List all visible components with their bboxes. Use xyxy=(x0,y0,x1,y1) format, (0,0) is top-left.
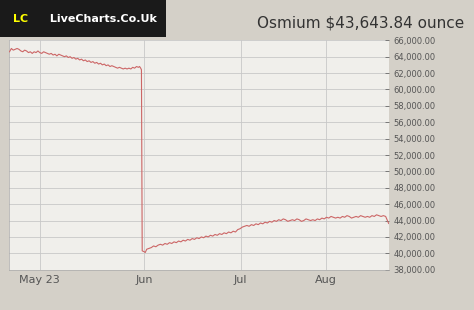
Text: LiveCharts.Co.Uk: LiveCharts.Co.Uk xyxy=(46,14,157,24)
FancyBboxPatch shape xyxy=(0,0,166,37)
Text: Osmium $43,643.84 ounce: Osmium $43,643.84 ounce xyxy=(257,16,465,30)
Text: LC: LC xyxy=(13,14,28,24)
